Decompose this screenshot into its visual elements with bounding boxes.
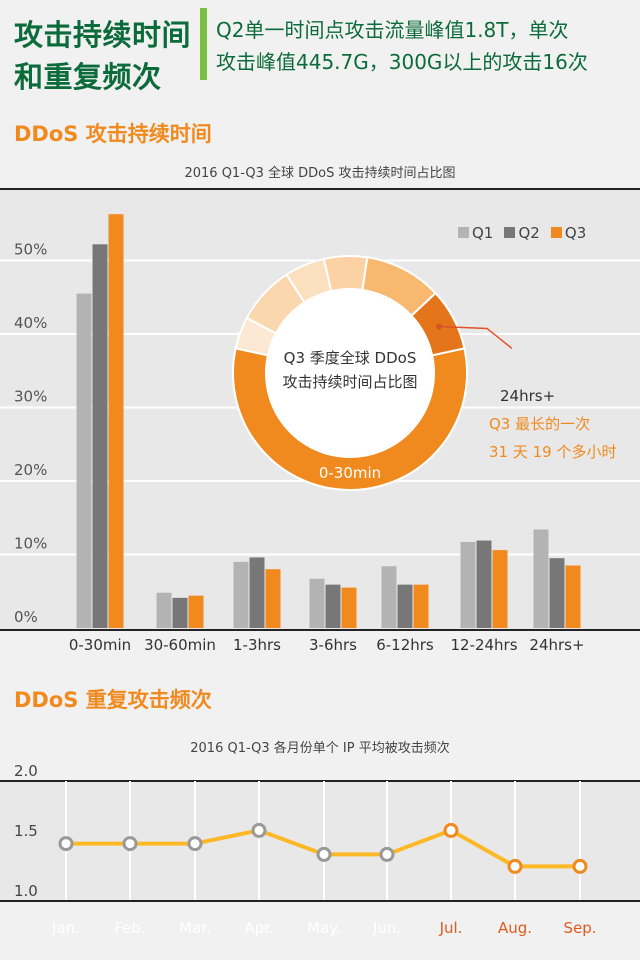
x-tick-label: 1-3hrs xyxy=(233,636,281,654)
bar-q3 xyxy=(188,595,204,628)
donut-title-line-2: 攻击持续时间占比图 xyxy=(282,373,417,391)
bar-q3 xyxy=(492,550,508,628)
line-chart-caption: 2016 Q1-Q3 各月份单个 IP 平均被攻击频次 xyxy=(190,741,450,756)
section-title-duration: DDoS 攻击持续时间 xyxy=(14,122,212,146)
donut-hole xyxy=(267,290,433,456)
bar-q1 xyxy=(76,293,92,628)
data-point xyxy=(507,858,523,874)
bar-q1 xyxy=(233,561,249,628)
x-tick-label: Jan. xyxy=(51,919,80,937)
line-chart-bottom-rule xyxy=(0,900,640,902)
bar-q3 xyxy=(265,569,281,628)
x-tick-label: 24hrs+ xyxy=(529,636,584,654)
bar-chart-bottom-rule xyxy=(0,629,640,631)
frequency-line-chart: 1.0 1.5 2.0 Jan. Feb. Mar. Apr. May. Jun. Jul. Aug… xyxy=(14,762,597,937)
bar-q3 xyxy=(565,565,581,628)
line-chart-top-rule xyxy=(0,780,640,782)
callout-note-1: Q3 最长的一次 xyxy=(489,415,590,433)
bar-q1 xyxy=(309,578,325,628)
bar-q2 xyxy=(92,244,108,628)
x-tick-label: 3-6hrs xyxy=(309,636,357,654)
bar-q2 xyxy=(249,557,265,628)
legend-label-q3: Q3 xyxy=(564,223,587,242)
data-point xyxy=(58,836,74,852)
x-tick-label: 12-24hrs xyxy=(450,636,517,654)
x-tick-label: 0-30min xyxy=(69,636,131,654)
bar-legend: Q1 Q2 Q3 xyxy=(458,222,592,242)
donut-label-main: 0-30min xyxy=(319,464,381,482)
legend-swatch-q2 xyxy=(504,227,516,238)
bar-q3 xyxy=(341,587,357,628)
x-tick-label: 30-60min xyxy=(144,636,216,654)
data-point xyxy=(379,846,395,862)
x-tick-label: May. xyxy=(307,919,341,937)
section-title-frequency: DDoS 重复攻击频次 xyxy=(14,688,212,712)
pie-slice-0-30min xyxy=(232,347,468,491)
title-divider xyxy=(200,8,207,80)
bar-chart-top-rule xyxy=(0,188,640,190)
data-point xyxy=(187,836,203,852)
callout-line xyxy=(439,325,513,350)
legend-label-q2: Q2 xyxy=(518,223,540,242)
bar-q3 xyxy=(108,214,124,628)
legend-label-q1: Q1 xyxy=(472,223,494,242)
donut-title-line-1: Q3 季度全球 DDoS xyxy=(284,349,417,367)
x-tick-label: Feb. xyxy=(114,919,145,937)
legend-swatch-q3 xyxy=(550,227,562,238)
y-tick-label: 2.0 xyxy=(14,762,38,780)
y-tick-label: 0% xyxy=(14,608,38,626)
summary-text: Q2单一时间点攻击流量峰值1.8T，单次 攻击峰值445.7G，300G以上的攻… xyxy=(216,14,636,78)
bar-q2 xyxy=(549,558,565,628)
summary-line-1: Q2单一时间点攻击流量峰值1.8T，单次 xyxy=(216,18,569,42)
y-tick-label: 50% xyxy=(14,241,47,259)
data-point xyxy=(251,822,267,838)
x-tick-label: Jun. xyxy=(372,919,401,937)
y-tick-label: 1.0 xyxy=(14,882,38,900)
x-tick-label: Apr. xyxy=(244,919,273,937)
y-tick-label: 10% xyxy=(14,535,47,553)
legend-swatch-q1 xyxy=(458,227,469,238)
data-point xyxy=(316,846,332,862)
line-chart-area xyxy=(0,782,640,900)
x-tick-label: Sep. xyxy=(563,919,596,937)
bar-chart-caption: 2016 Q1-Q3 全球 DDoS 攻击持续时间占比图 xyxy=(184,166,456,181)
data-point xyxy=(122,836,138,852)
y-tick-label: 1.5 xyxy=(14,822,38,840)
bar-q2 xyxy=(476,540,492,628)
bar-q2 xyxy=(325,584,341,628)
data-point xyxy=(572,858,588,874)
bar-q1 xyxy=(156,592,172,628)
bar-q1 xyxy=(460,542,476,628)
x-tick-label: 6-12hrs xyxy=(376,636,434,654)
callout-label: 24hrs+ xyxy=(500,387,555,405)
duration-bar-chart: 0% 10% 20% 30% 40% 50% 0-30min 30-60min 1-3hrs 3-… xyxy=(0,214,640,654)
x-tick-label: Mar. xyxy=(179,919,211,937)
x-tick-label: Jul. xyxy=(439,919,463,937)
pie-slice-6-12hrs xyxy=(322,255,369,293)
page-title: 攻击持续时间和重复频次 xyxy=(14,18,192,94)
callout-note-2: 31 天 19 个多小时 xyxy=(489,443,616,461)
data-point xyxy=(443,822,459,838)
y-tick-label: 20% xyxy=(14,461,47,479)
summary-line-2: 攻击峰值445.7G，300G以上的攻击16次 xyxy=(216,50,588,74)
bar-q2 xyxy=(172,597,188,628)
x-tick-label: Aug. xyxy=(498,919,532,937)
bar-q1 xyxy=(533,529,549,628)
bar-q1 xyxy=(381,566,397,628)
bar-q2 xyxy=(397,584,413,628)
y-tick-label: 40% xyxy=(14,314,47,332)
bar-q3 xyxy=(413,584,429,628)
y-tick-label: 30% xyxy=(14,388,47,406)
